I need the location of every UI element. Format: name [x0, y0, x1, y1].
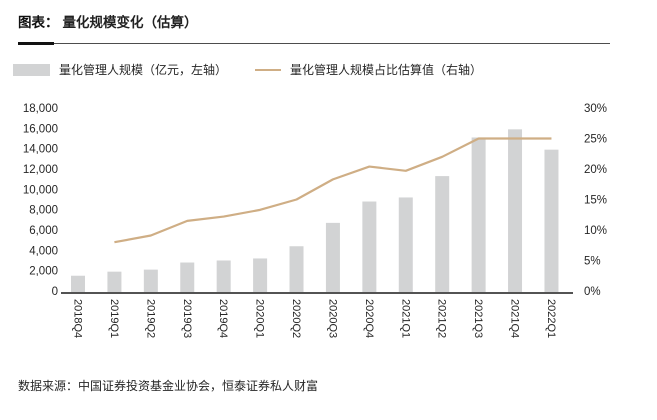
legend-label-bar-series: 量化管理人规模（亿元，左轴）: [59, 63, 228, 77]
chart-title-prefix: 图表：: [18, 15, 59, 30]
bar-2019Q1: [107, 271, 122, 292]
bar-2018Q4: [71, 275, 85, 292]
right-axis-tick-label: 10%: [584, 225, 607, 237]
right-axis-tick-label: 0%: [584, 286, 601, 298]
chart-title: 图表： 量化规模变化（估算）: [18, 13, 198, 33]
x-axis-label-2022Q1: 2022Q1: [545, 299, 557, 338]
line-series-swatch: [255, 68, 282, 71]
x-axis-label-2020Q3: 2020Q3: [326, 299, 338, 338]
chart-title-text: 量化规模变化（估算）: [62, 15, 198, 30]
left-axis-tick-label: 6,000: [29, 225, 58, 237]
left-axis-tick-label: 8,000: [29, 205, 58, 217]
x-axis-label-2018Q4: 2018Q4: [72, 299, 84, 338]
bar-2019Q2: [143, 269, 158, 292]
left-axis-tick-label: 12,000: [23, 164, 58, 176]
right-axis-tick-label: 25%: [584, 134, 607, 146]
bar-2019Q3: [180, 262, 195, 292]
right-axis-tick-label: 30%: [584, 103, 607, 115]
title-divider-accent: [18, 42, 54, 45]
left-axis-tick-label: 14,000: [23, 144, 58, 156]
bar-2020Q2: [289, 246, 304, 292]
x-axis-label-2020Q2: 2020Q2: [290, 299, 302, 338]
bar-2021Q3: [471, 137, 486, 292]
x-axis-label-2019Q3: 2019Q3: [181, 299, 193, 338]
bar-2021Q4: [508, 129, 523, 292]
combo-chart: 0 2,000 4,000 6,000 8,000 10,000 12,000 14,000 1…: [23, 103, 607, 338]
x-axis-label-2020Q4: 2020Q4: [363, 299, 375, 338]
legend-item-line-series: 量化管理人规模占比估算值（右轴）: [255, 61, 482, 78]
x-axis-label-2021Q2: 2021Q2: [436, 299, 448, 338]
bar-series-swatch: [13, 63, 50, 76]
bar-2020Q1: [253, 258, 268, 292]
left-axis-tick-label: 16,000: [23, 123, 58, 135]
bar-2020Q4: [362, 201, 377, 292]
bar-2020Q3: [325, 222, 340, 292]
bar-2019Q4: [216, 260, 231, 292]
x-axis-label-2021Q3: 2021Q3: [472, 299, 484, 338]
left-axis-tick-label: 4,000: [29, 245, 58, 257]
title-divider: [18, 42, 610, 45]
left-axis-tick-label: 10,000: [23, 184, 58, 196]
x-axis-label-2021Q1: 2021Q1: [399, 299, 411, 338]
x-axis-label-2021Q4: 2021Q4: [509, 299, 521, 338]
data-source: 数据来源：中国证券投资基金业协会，恒泰证券私人财富: [18, 379, 319, 393]
x-axis-label-2019Q1: 2019Q1: [108, 299, 120, 338]
bar-2021Q1: [398, 197, 413, 292]
right-axis-tick-label: 20%: [584, 164, 607, 176]
x-axis-label-2019Q2: 2019Q2: [144, 299, 156, 338]
left-axis-tick-label: 2,000: [29, 266, 58, 278]
left-axis-tick-label: 0: [52, 286, 58, 298]
x-axis-label-2020Q1: 2020Q1: [254, 299, 266, 338]
bar-2021Q2: [435, 176, 450, 292]
right-axis-tick-label: 5%: [584, 256, 601, 268]
right-axis-tick-label: 15%: [584, 195, 607, 207]
x-axis-label-2019Q4: 2019Q4: [217, 299, 229, 338]
left-axis-tick-label: 18,000: [23, 103, 58, 115]
legend-item-bar-series: 量化管理人规模（亿元，左轴）: [13, 61, 227, 78]
chart-legend: 量化管理人规模（亿元，左轴） 量化管理人规模占比估算值（右轴）: [13, 61, 647, 78]
line-series-path: [114, 137, 552, 244]
bar-2022Q1: [544, 149, 559, 292]
legend-label-line-series: 量化管理人规模占比估算值（右轴）: [290, 63, 483, 77]
